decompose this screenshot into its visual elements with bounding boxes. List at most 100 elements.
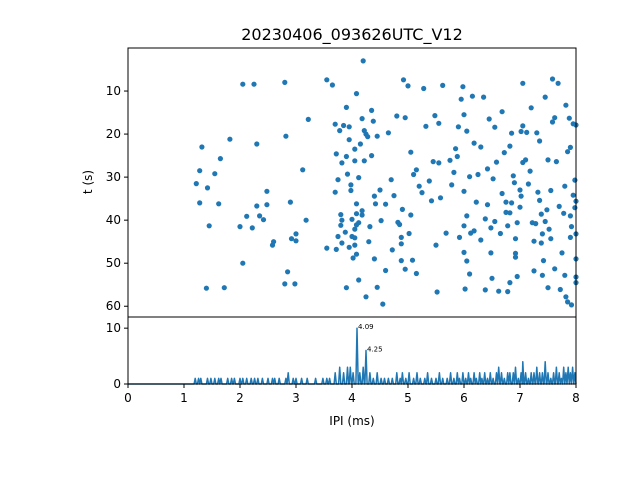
scatter-point [359, 212, 365, 218]
scatter-point [405, 83, 411, 89]
scatter-point [282, 281, 288, 287]
scatter-point [540, 258, 547, 264]
scatter-point [227, 136, 233, 142]
scatter-point [199, 144, 205, 150]
scatter-point [378, 218, 384, 224]
scatter-point [481, 94, 487, 100]
scatter-point [352, 226, 358, 232]
scatter-point [359, 116, 365, 122]
scatter-point [518, 128, 524, 135]
scatter-point [398, 241, 404, 247]
scatter-point [292, 281, 298, 287]
scatter-point [563, 102, 569, 108]
scatter-point [426, 178, 432, 184]
scatter-point [193, 181, 199, 187]
scatter-point [283, 133, 289, 139]
y-tick-label: 50 [106, 256, 121, 270]
scatter-point [360, 58, 366, 64]
scatter-point [348, 187, 354, 194]
scatter-point [419, 190, 425, 196]
scatter-point [549, 119, 556, 125]
scatter-points [193, 58, 579, 308]
scatter-point [510, 173, 516, 179]
scatter-point [305, 116, 311, 122]
scatter-point [535, 189, 541, 195]
scatter-point [514, 273, 520, 280]
scatter-point [548, 236, 554, 242]
scatter-point [567, 234, 574, 240]
scatter-point [553, 159, 560, 165]
scatter-point [350, 255, 356, 261]
scatter-point [509, 130, 515, 136]
peak-label: 4.09 [358, 323, 374, 331]
scatter-point [565, 299, 571, 305]
x-tick-label: 1 [180, 391, 188, 405]
scatter-point [460, 84, 466, 90]
x-tick-label: 3 [292, 391, 300, 405]
scatter-point [285, 269, 291, 275]
scatter-point [346, 137, 352, 143]
scatter-point [332, 121, 338, 127]
y-tick-label: 20 [106, 127, 121, 141]
scatter-point [203, 285, 209, 291]
scatter-point [493, 159, 500, 165]
scatter-point [467, 271, 473, 277]
scatter-point [282, 79, 288, 85]
peak-labels: 4.09 4.25 [358, 323, 383, 353]
scatter-point [356, 277, 362, 283]
scatter-point [458, 96, 464, 102]
scatter-point [399, 206, 405, 212]
scatter-point [391, 193, 397, 199]
x-tick-label: 8 [572, 391, 580, 405]
y-tick-label: 10 [106, 321, 121, 335]
scatter-point [514, 220, 520, 226]
scatter-point [499, 109, 505, 115]
scatter-point [293, 238, 299, 244]
scatter-point [338, 212, 344, 218]
scatter-point [546, 226, 552, 232]
scatter-point [473, 199, 479, 205]
scatter-point [482, 287, 488, 293]
scatter-point [437, 195, 444, 201]
scatter-point [559, 250, 565, 256]
scatter-point [518, 193, 524, 199]
scatter-point [353, 91, 360, 97]
scatter-point [489, 275, 495, 281]
scatter-point [363, 294, 369, 300]
scatter-point [339, 240, 345, 246]
x-tick-label: 5 [404, 391, 412, 405]
scatter-point [475, 171, 481, 178]
scatter-point [300, 167, 306, 173]
scatter-point [400, 77, 407, 83]
x-tick-label: 6 [460, 391, 468, 405]
scatter-point [428, 198, 435, 204]
scatter-point [359, 208, 365, 214]
scatter-point [449, 182, 455, 188]
scatter-point [478, 144, 484, 150]
scatter-point [339, 160, 345, 166]
scatter-point [567, 144, 574, 150]
scatter-point [221, 285, 227, 291]
scatter-point [538, 211, 544, 217]
scatter-point [413, 167, 419, 173]
scatter-point [478, 237, 484, 243]
scatter-point [509, 200, 515, 206]
scatter-point [402, 115, 408, 121]
scatter-point [348, 182, 354, 188]
scatter-point [352, 242, 358, 248]
scatter-point [436, 160, 442, 166]
scatter-point [490, 176, 496, 182]
histogram-panel: 0 1 2 3 4 5 6 7 8 0 10 4.09 4.25 IPI (ms) [106, 316, 580, 428]
scatter-point [413, 270, 419, 277]
scatter-point [244, 213, 250, 219]
scatter-point [357, 141, 363, 147]
scatter-point [548, 187, 554, 194]
scatter-point [343, 104, 349, 110]
scatter-point [572, 177, 578, 183]
scatter-point [544, 207, 550, 213]
scatter-point [484, 202, 491, 208]
scatter-point [525, 181, 532, 187]
scatter-point [552, 266, 558, 272]
scatter-point [251, 81, 257, 87]
